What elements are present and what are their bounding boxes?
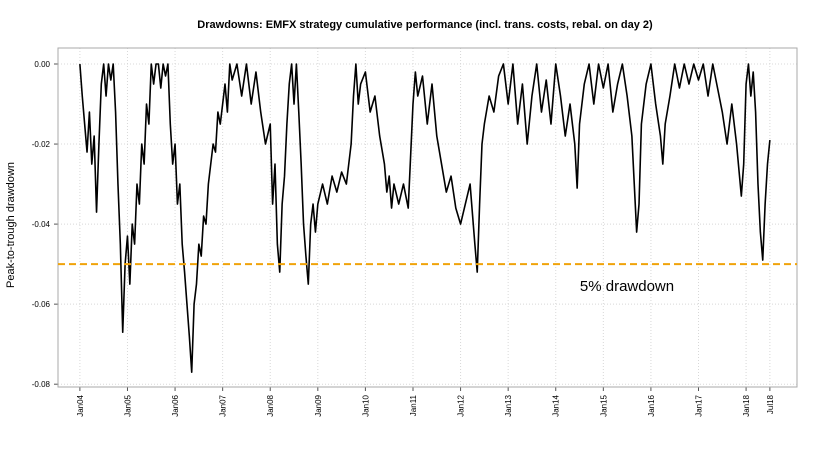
x-tick-label: Jan17 (694, 394, 703, 416)
y-tick-label: -0.06 (32, 300, 51, 309)
x-tick-label: Jan16 (647, 394, 656, 416)
x-tick-label: Jul18 (766, 394, 775, 414)
x-tick-label: Jan06 (171, 394, 180, 416)
y-tick-label: -0.04 (32, 220, 51, 229)
y-tick-label: 0.00 (34, 60, 50, 69)
x-tick-label: Jan07 (219, 394, 228, 416)
y-tick-label: -0.08 (32, 380, 51, 389)
x-tick-label: Jan09 (314, 394, 323, 416)
x-tick-label: Jan14 (552, 394, 561, 416)
x-tick-label: Jan15 (599, 394, 608, 416)
y-tick-label: -0.02 (32, 140, 51, 149)
reference-label: 5% drawdown (580, 278, 674, 295)
x-tick-label: Jan11 (409, 394, 418, 416)
x-tick-label: Jan08 (266, 394, 275, 416)
x-tick-label: Jan13 (504, 394, 513, 416)
x-tick-label: Jan18 (742, 394, 751, 416)
y-axis-label: Peak-to-trough drawdown (5, 162, 17, 288)
drawdown-line (79, 63, 771, 373)
x-tick-label: Jan10 (361, 394, 370, 416)
x-tick-label: Jan04 (76, 394, 85, 416)
plot-frame (57, 47, 798, 388)
x-tick-label: Jan05 (123, 394, 132, 416)
chart-title: Drawdowns: EMFX strategy cumulative perf… (197, 19, 653, 31)
x-tick-label: Jan12 (457, 394, 466, 416)
